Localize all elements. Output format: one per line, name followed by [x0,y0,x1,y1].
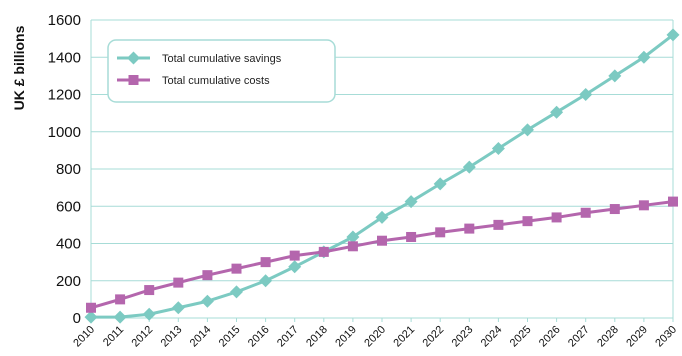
data-point-1-2016 [260,257,271,268]
y-tick-label-600: 600 [56,198,81,215]
data-point-1-2017 [289,250,300,261]
data-point-1-2020 [377,235,387,246]
series-layer [84,28,680,324]
x-tick-label-2015: 2015 [217,324,243,350]
x-tick-label-2022: 2022 [421,324,447,350]
data-point-1-2030 [668,196,678,207]
data-point-0-2016 [259,274,273,288]
data-point-1-2021 [406,231,417,242]
x-tick-label-2012: 2012 [130,324,156,350]
legend-label-1: Total cumulative costs [162,75,270,87]
data-point-1-2028 [609,204,620,215]
x-tick-label-2021: 2021 [391,324,417,350]
data-point-1-2019 [347,241,358,252]
data-point-1-2023 [464,223,475,234]
x-tick-label-2018: 2018 [304,324,330,350]
data-point-0-2012 [142,307,156,321]
y-tick-label-200: 200 [56,273,81,290]
y-tick-label-1000: 1000 [48,124,81,141]
data-point-0-2013 [171,301,185,315]
series-1 [86,196,678,313]
data-point-0-2011 [113,310,127,324]
data-point-1-2025 [522,216,533,227]
x-tick-label-2017: 2017 [275,324,301,350]
x-tick-label-2029: 2029 [624,324,650,350]
data-point-0-2014 [200,294,214,308]
data-point-0-2015 [230,285,243,299]
data-point-1-2012 [144,285,155,296]
y-tick-label-1400: 1400 [48,49,81,66]
data-point-1-2018 [318,246,329,257]
data-point-0-2026 [550,105,564,119]
data-point-1-2013 [173,277,184,288]
x-tick-label-2030: 2030 [653,324,679,350]
y-tick-label-1600: 1600 [48,12,81,29]
data-point-1-2014 [202,270,213,281]
x-tick-label-2026: 2026 [537,324,563,350]
x-axis-ticks: 2010 2011 2012 2013 2014 2015 2016 2017 2018 2019… [71,318,679,349]
legend-marker-0 [127,51,140,65]
data-point-0-2017 [288,260,302,274]
data-point-1-2022 [435,227,446,238]
data-point-0-2023 [462,160,476,174]
data-point-0-2027 [579,88,593,101]
data-point-0-2024 [491,142,505,156]
x-tick-label-2025: 2025 [508,324,534,350]
x-tick-label-2027: 2027 [566,324,592,350]
legend-items: Total cumulative savings Total cumulative… [117,51,282,87]
legend: Total cumulative savings Total cumulative… [107,39,336,103]
x-tick-label-2028: 2028 [595,324,621,350]
x-tick-label-2011: 2011 [101,324,126,349]
data-point-0-2030 [666,28,680,42]
legend-box [107,39,336,103]
data-point-0-2025 [521,123,534,137]
data-point-0-2021 [404,195,418,209]
x-tick-label-2023: 2023 [450,324,476,350]
data-point-1-2024 [493,219,504,230]
data-point-0-2020 [375,210,389,224]
data-point-1-2027 [580,207,591,218]
y-tick-label-800: 800 [56,161,81,178]
data-point-1-2015 [231,263,242,274]
y-tick-label-400: 400 [56,236,81,253]
x-tick-label-2013: 2013 [159,324,185,350]
data-point-1-2026 [551,212,562,223]
data-point-0-2010 [84,310,98,324]
data-point-0-2019 [346,230,360,244]
legend-marker-1 [128,75,139,85]
y-tick-label-1200: 1200 [48,87,81,104]
x-tick-label-2010: 2010 [71,324,97,350]
x-tick-label-2024: 2024 [479,324,505,350]
x-tick-label-2020: 2020 [362,324,388,350]
x-tick-label-2014: 2014 [188,324,214,350]
y-axis-title: UK £ billions [11,25,27,110]
x-tick-label-2016: 2016 [246,324,272,350]
legend-label-0: Total cumulative savings [162,53,282,65]
data-point-0-2028 [608,69,622,83]
y-axis-ticks: 0 200 400 600 800 1000 1200 1400 1600 [48,12,81,327]
data-point-1-2010 [86,302,96,313]
data-point-0-2022 [433,177,447,191]
y-tick-label-0: 0 [73,310,81,327]
data-point-0-2029 [637,50,651,64]
data-point-1-2029 [638,200,649,211]
x-tick-label-2019: 2019 [333,324,359,350]
data-point-1-2011 [115,294,126,305]
